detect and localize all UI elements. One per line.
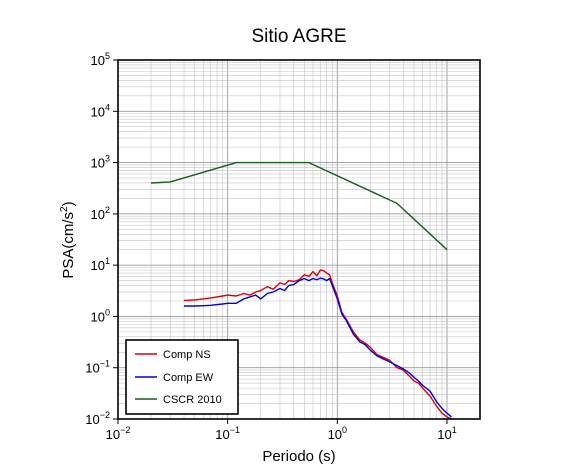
y-tick-exponent: 3 [105, 154, 110, 164]
y-tick-label: 105 [91, 51, 110, 68]
legend-label-comp-ns: Comp NS [163, 349, 211, 361]
series-line-comp-ew [184, 277, 452, 418]
x-tick-base: 10 [106, 427, 120, 442]
x-tick-label: 10−1 [215, 425, 240, 442]
x-tick-base: 10 [437, 427, 451, 442]
y-tick-exponent: 2 [105, 205, 110, 215]
x-axis-ticks: 10−2 10−1 100 101 [106, 419, 457, 442]
y-tick-base: 10 [91, 309, 105, 324]
x-tick-base: 10 [328, 427, 342, 442]
y-tick-base: 10 [85, 361, 99, 376]
y-tick-exponent: −1 [100, 359, 110, 369]
y-axis-label-superscript: 2 [59, 206, 70, 212]
x-tick-label: 101 [437, 425, 456, 442]
y-axis-label-tail: ) [60, 201, 77, 206]
y-tick-exponent: 4 [105, 102, 110, 112]
plot-frame [117, 59, 481, 420]
x-tick-exponent: 1 [452, 425, 457, 435]
series-layer [150, 161, 452, 420]
y-tick-base: 10 [91, 156, 105, 171]
series-line-cscr-2010 [150, 161, 448, 251]
y-tick-base: 10 [91, 207, 105, 222]
y-tick-label: 10−1 [85, 359, 110, 376]
y-tick-exponent: −2 [100, 410, 110, 420]
y-axis-label: PSA(cm/s2) [59, 201, 77, 278]
x-tick-exponent: 0 [342, 425, 347, 435]
series-line-comp-ns [183, 269, 452, 420]
y-tick-exponent: 0 [105, 307, 110, 317]
y-tick-base: 10 [91, 104, 105, 119]
y-tick-base: 10 [91, 258, 105, 273]
y-tick-label: 100 [91, 307, 110, 324]
x-axis-label: Periodo (s) [262, 448, 335, 465]
y-tick-exponent: 1 [105, 256, 110, 266]
y-tick-label: 101 [91, 256, 110, 273]
x-tick-label: 100 [328, 425, 347, 442]
x-tick-exponent: −2 [120, 425, 130, 435]
x-tick-exponent: −1 [230, 425, 240, 435]
legend-label-cscr-2010: CSCR 2010 [163, 394, 222, 406]
x-tick-base: 10 [215, 427, 229, 442]
y-tick-label: 10−2 [85, 410, 110, 427]
y-tick-base: 10 [85, 412, 99, 427]
y-axis-label-main: PSA(cm/s [60, 212, 77, 279]
x-tick-label: 10−2 [106, 425, 131, 442]
y-tick-label: 103 [91, 154, 110, 171]
legend: Comp NS Comp EW CSCR 2010 [125, 339, 239, 415]
legend-label-comp-ew: Comp EW [163, 372, 214, 384]
y-tick-label: 104 [91, 102, 110, 119]
chart-title: Sitio AGRE [251, 26, 346, 47]
y-tick-exponent: 5 [105, 51, 110, 61]
y-tick-base: 10 [91, 53, 105, 68]
y-tick-label: 102 [91, 205, 110, 222]
